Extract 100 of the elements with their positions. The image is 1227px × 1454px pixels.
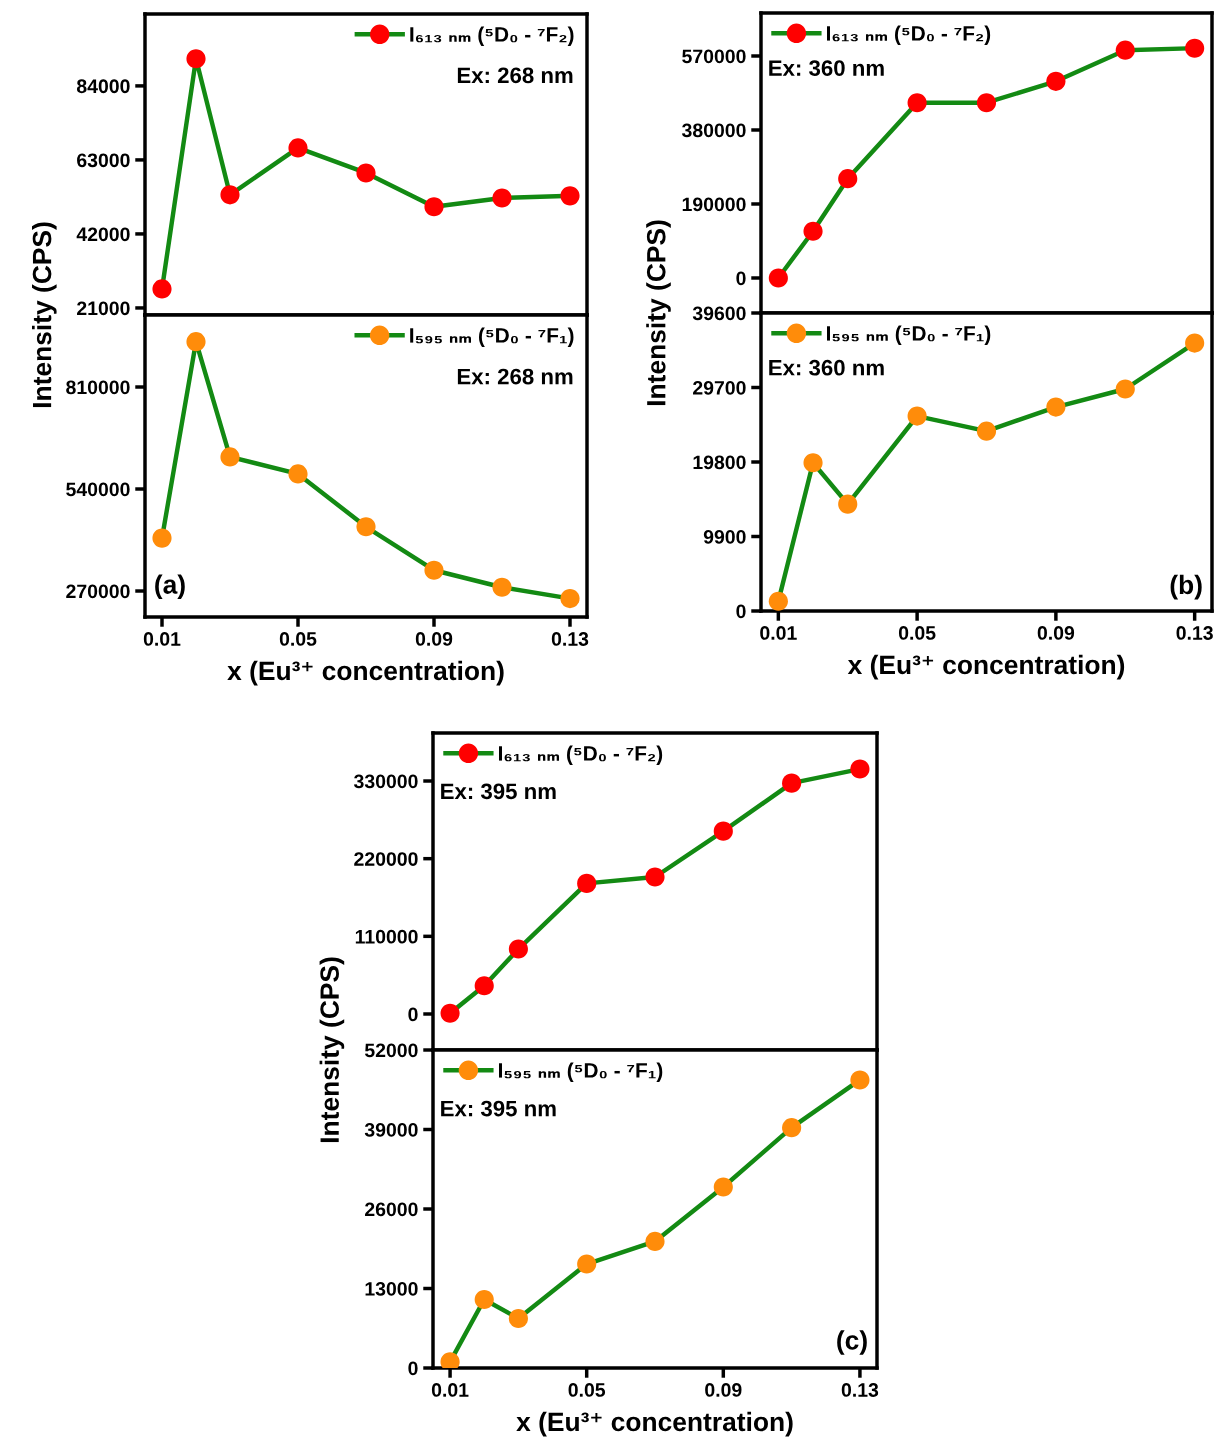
point bbox=[1115, 40, 1135, 60]
x-tick-label: 0.13 bbox=[551, 632, 589, 646]
y-tick-label: 42000 bbox=[76, 227, 130, 242]
annotation: Ex: 360 nm bbox=[769, 359, 884, 376]
point bbox=[577, 873, 597, 893]
point bbox=[288, 138, 308, 158]
annotation: Ex: 395 nm bbox=[441, 1100, 556, 1117]
point bbox=[492, 188, 512, 208]
annotation: Ex: 268 nm bbox=[457, 67, 573, 84]
legend-label: I₅₉₅ ₙₘ (⁵D₀ - ⁷F₁) bbox=[826, 325, 991, 345]
y-tick-label: 63000 bbox=[77, 153, 130, 168]
point bbox=[424, 197, 444, 217]
annotation: Ex: 268 nm bbox=[457, 368, 573, 385]
point bbox=[850, 759, 870, 779]
x-tick-label: 0.05 bbox=[279, 632, 317, 646]
x-tick-label: 0.05 bbox=[898, 626, 936, 640]
point bbox=[768, 591, 788, 611]
y-tick-label: 21000 bbox=[77, 301, 130, 316]
x-tick-label: 0.05 bbox=[568, 1383, 606, 1397]
x-tick-label: 0.13 bbox=[1176, 626, 1213, 640]
y-tick-label: 39600 bbox=[692, 306, 746, 321]
x-tick-label: 0.01 bbox=[431, 1383, 469, 1397]
y-tick-label: 540000 bbox=[66, 482, 130, 497]
y-tick-label: 190000 bbox=[682, 197, 746, 212]
annotation: Ex: 395 nm bbox=[441, 783, 556, 800]
point bbox=[907, 406, 927, 426]
annotation: (b) bbox=[1170, 574, 1202, 600]
x-tick-label: 0.01 bbox=[760, 626, 797, 640]
point bbox=[220, 185, 240, 205]
y-tick-label: 380000 bbox=[681, 123, 746, 138]
point bbox=[560, 186, 580, 206]
point bbox=[440, 1003, 460, 1023]
point bbox=[356, 163, 376, 183]
point bbox=[474, 1289, 494, 1310]
point bbox=[976, 93, 997, 113]
point bbox=[356, 517, 376, 537]
x-tick-label: 0.13 bbox=[841, 1383, 879, 1397]
y-tick-label: 52000 bbox=[364, 1043, 418, 1058]
point bbox=[508, 939, 528, 959]
point bbox=[220, 447, 240, 467]
x-tick-label: 0.09 bbox=[705, 1383, 742, 1397]
y-tick-label: 0 bbox=[408, 1007, 418, 1022]
legend-label: I₆₁₃ ₙₘ (⁵D₀ - ⁷F₂) bbox=[498, 745, 663, 765]
y-axis-title: Intensity (CPS) bbox=[319, 957, 345, 1143]
point bbox=[492, 577, 512, 597]
y-tick-label: 220000 bbox=[354, 852, 418, 866]
y-tick-label: 0 bbox=[408, 1361, 418, 1376]
point bbox=[560, 588, 580, 609]
legend-label: I₅₉₅ ₙₘ (⁵D₀ - ⁷F₁) bbox=[498, 1062, 663, 1082]
point bbox=[1185, 38, 1205, 58]
point bbox=[474, 976, 494, 996]
point bbox=[850, 1070, 870, 1090]
point bbox=[186, 49, 206, 69]
point bbox=[976, 421, 997, 441]
y-tick-label: 810000 bbox=[66, 380, 130, 395]
y-axis-title: Intensity (CPS) bbox=[646, 220, 671, 406]
y-tick-label: 270000 bbox=[66, 584, 130, 599]
point bbox=[424, 560, 444, 580]
x-axis-title: x (Eu³⁺ concentration) bbox=[516, 1411, 793, 1437]
annotation: (a) bbox=[155, 574, 185, 600]
y-tick-label: 0 bbox=[736, 604, 746, 619]
y-tick-label: 0 bbox=[736, 271, 746, 286]
annotation: (c) bbox=[837, 1330, 867, 1355]
legend-label: I₆₁₃ ₙₘ (⁵D₀ - ⁷F₂) bbox=[826, 25, 991, 45]
y-tick-label: 26000 bbox=[365, 1202, 418, 1217]
point bbox=[713, 821, 733, 841]
x-axis-title: x (Eu³⁺ concentration) bbox=[227, 660, 504, 686]
point bbox=[838, 169, 858, 189]
point bbox=[288, 464, 308, 484]
annotation: Ex: 360 nm bbox=[769, 60, 884, 76]
point bbox=[645, 1231, 665, 1251]
y-axis-title: Intensity (CPS) bbox=[32, 222, 57, 408]
y-tick-label: 570000 bbox=[682, 49, 746, 64]
x-axis-title: x (Eu³⁺ concentration) bbox=[847, 654, 1125, 680]
point bbox=[152, 528, 172, 548]
y-tick-label: 19800 bbox=[693, 455, 746, 470]
y-tick-label: 13000 bbox=[365, 1281, 418, 1296]
point bbox=[508, 1308, 528, 1329]
point bbox=[803, 453, 823, 473]
y-tick-label: 84000 bbox=[76, 79, 130, 94]
y-tick-label: 39000 bbox=[364, 1122, 418, 1137]
legend-label: I₆₁₃ ₙₘ (⁵D₀ - ⁷F₂) bbox=[410, 26, 574, 46]
legend-label: I₅₉₅ ₙₘ (⁵D₀ - ⁷F₁) bbox=[410, 327, 574, 347]
x-tick-label: 0.09 bbox=[415, 632, 453, 646]
point bbox=[803, 221, 823, 241]
point bbox=[838, 494, 858, 514]
point bbox=[152, 279, 172, 299]
point bbox=[1185, 333, 1205, 353]
y-tick-label: 330000 bbox=[353, 774, 418, 789]
point bbox=[782, 1118, 802, 1138]
y-tick-label: 29700 bbox=[693, 380, 746, 395]
point bbox=[577, 1254, 597, 1274]
y-tick-label: 9900 bbox=[703, 529, 746, 544]
point bbox=[713, 1177, 733, 1197]
x-tick-label: 0.01 bbox=[143, 632, 181, 646]
point bbox=[1046, 71, 1066, 91]
point bbox=[907, 93, 927, 113]
point bbox=[768, 268, 788, 288]
point bbox=[186, 332, 206, 352]
point bbox=[1046, 397, 1066, 417]
